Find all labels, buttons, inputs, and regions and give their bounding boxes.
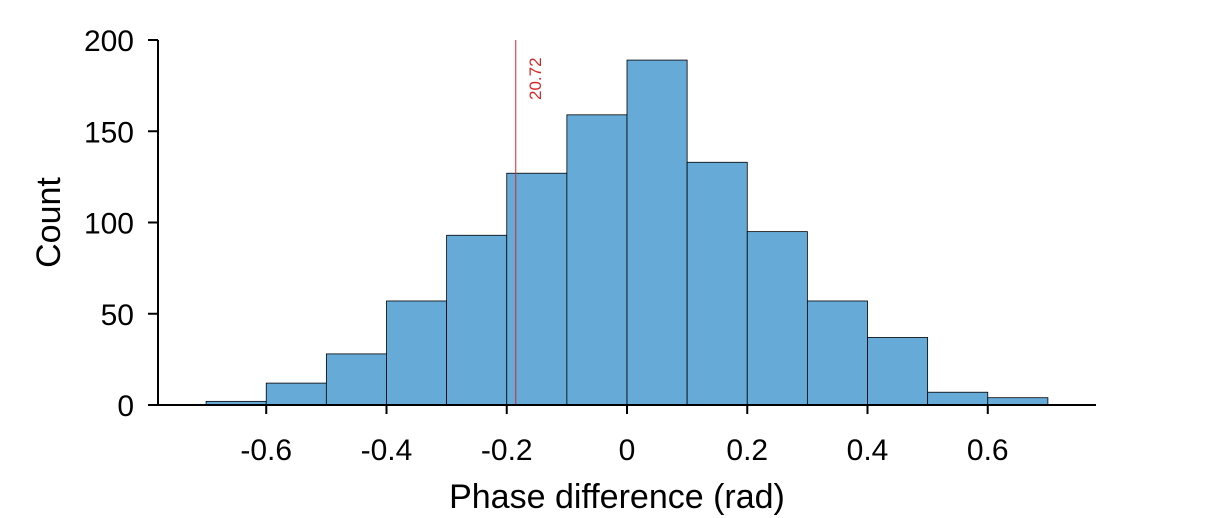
y-axis-ticks: 0 50 100 150 200 — [84, 25, 158, 423]
x-tick-label: -0.4 — [361, 434, 413, 467]
histogram-bar — [867, 337, 929, 406]
x-axis-title: Phase difference (rad) — [449, 478, 785, 516]
y-axis-title: Count — [30, 177, 68, 268]
histogram-bar — [566, 114, 628, 406]
x-tick-label: 0.4 — [847, 434, 889, 467]
y-tick-label: 100 — [84, 208, 134, 241]
histogram-bar — [806, 300, 868, 406]
reference-line-label: 20.72 — [526, 57, 545, 100]
x-tick-label: 0 — [619, 434, 636, 467]
y-tick-label: 0 — [117, 390, 134, 423]
histogram-bar — [446, 234, 508, 406]
y-tick-label: 50 — [101, 299, 134, 332]
histogram-bar — [987, 397, 1049, 406]
histogram-bar — [386, 300, 448, 406]
x-tick-label: 0.2 — [726, 434, 768, 467]
histogram-bar — [325, 353, 387, 406]
x-tick-label: -0.2 — [481, 434, 533, 467]
histogram-bar — [686, 161, 748, 406]
histogram-bars — [205, 59, 1049, 406]
x-tick-label: -0.6 — [240, 434, 292, 467]
histogram-bar — [927, 391, 989, 406]
histogram-bar — [746, 231, 808, 406]
y-tick-label: 150 — [84, 116, 134, 149]
x-axis-ticks: -0.6 -0.4 -0.2 0 0.2 0.4 0.6 — [240, 405, 1009, 467]
y-tick-label: 200 — [84, 25, 134, 58]
histogram-bar — [265, 382, 327, 406]
histogram-bar — [626, 59, 688, 406]
x-tick-label: 0.6 — [967, 434, 1009, 467]
